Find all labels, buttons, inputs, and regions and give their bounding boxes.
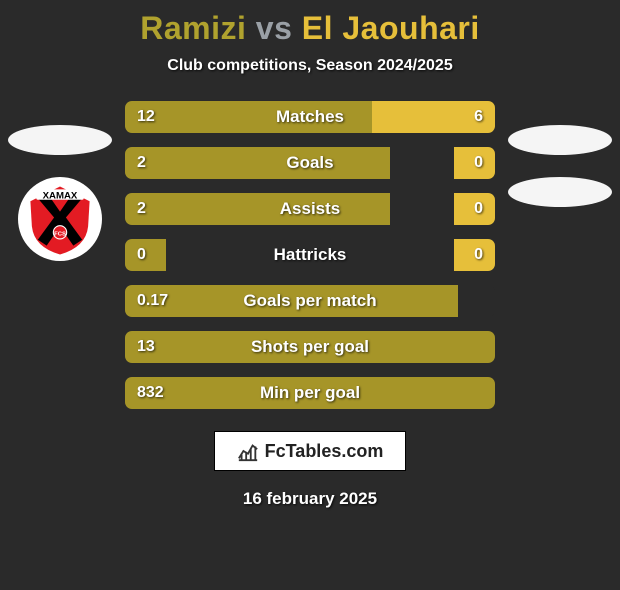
svg-text:XAMAX: XAMAX [43, 190, 78, 201]
stat-label: Goals per match [243, 291, 376, 311]
brand-footer: FcTables.com [0, 431, 620, 471]
season-subtitle: Club competitions, Season 2024/2025 [0, 57, 620, 75]
stat-value-right: 0 [474, 200, 483, 218]
stat-value-left: 13 [137, 338, 155, 356]
stat-label: Min per goal [260, 383, 360, 403]
chart-icon [237, 440, 259, 462]
player-a-photo-placeholder [8, 125, 112, 155]
stat-value-left: 2 [137, 154, 146, 172]
stat-value-left: 12 [137, 108, 155, 126]
player-b-club-placeholder [508, 177, 612, 207]
brand-text: FcTables.com [265, 441, 384, 462]
svg-text:FCS: FCS [54, 231, 66, 237]
stat-label: Hattricks [274, 245, 347, 265]
stat-bar-left-fill [125, 147, 390, 179]
brand-box[interactable]: FcTables.com [214, 431, 407, 471]
stat-label: Assists [280, 199, 340, 219]
comparison-title: Ramizi vs El Jaouhari [0, 10, 620, 47]
left-player-logos: XAMAX FCS [8, 125, 112, 261]
stats-bars-container: 12 6 Matches 2 0 Goals 2 0 Assists 0 0 Hattricks 0.1… [125, 101, 495, 409]
xamax-badge-icon: XAMAX FCS [23, 182, 97, 256]
comparison-date: 16 february 2025 [0, 489, 620, 509]
stat-bar-row: 0.17 Goals per match [125, 285, 495, 317]
stat-bar-row: 2 0 Goals [125, 147, 495, 179]
player-b-name: El Jaouhari [302, 10, 480, 46]
stat-bar-row: 12 6 Matches [125, 101, 495, 133]
stat-label: Shots per goal [251, 337, 369, 357]
stat-bar-row: 0 0 Hattricks [125, 239, 495, 271]
stat-value-left: 0.17 [137, 292, 168, 310]
stat-value-left: 832 [137, 384, 164, 402]
stat-bar-row: 832 Min per goal [125, 377, 495, 409]
stat-label: Goals [286, 153, 333, 173]
stat-bar-row: 2 0 Assists [125, 193, 495, 225]
player-b-photo-placeholder [508, 125, 612, 155]
player-a-name: Ramizi [140, 10, 246, 46]
stat-value-right: 6 [474, 108, 483, 126]
stat-bar-left-fill [125, 193, 390, 225]
vs-text: vs [256, 10, 293, 46]
stat-value-left: 2 [137, 200, 146, 218]
player-a-club-badge: XAMAX FCS [18, 177, 102, 261]
stat-label: Matches [276, 107, 344, 127]
stat-value-right: 0 [474, 154, 483, 172]
stat-bar-row: 13 Shots per goal [125, 331, 495, 363]
stat-value-left: 0 [137, 246, 146, 264]
stat-value-right: 0 [474, 246, 483, 264]
right-player-logos [508, 125, 612, 207]
